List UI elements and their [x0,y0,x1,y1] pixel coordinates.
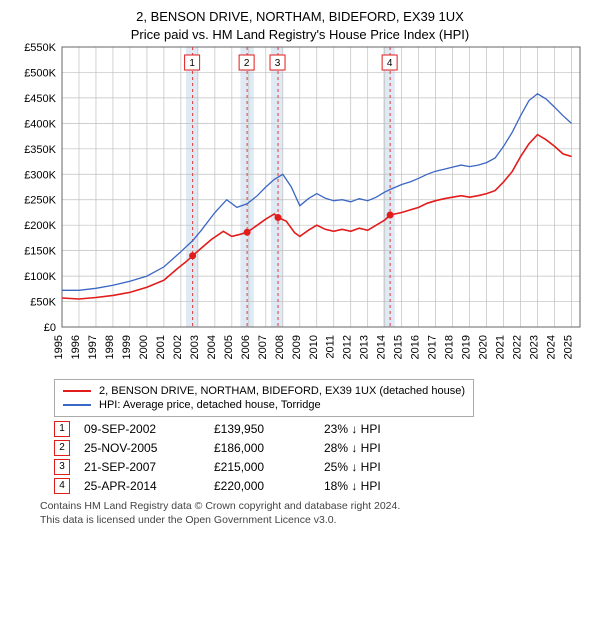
sale-delta: 28% ↓ HPI [324,441,444,455]
legend-label: HPI: Average price, detached house, Torr… [99,399,321,411]
svg-text:2024: 2024 [546,335,558,359]
sale-date: 09-SEP-2002 [84,422,214,436]
svg-text:£0: £0 [44,322,56,334]
svg-text:2: 2 [244,58,250,69]
svg-text:£400K: £400K [24,118,56,130]
svg-text:£300K: £300K [24,169,56,181]
price-chart: £0 £50K £100K £150K £200K £250K £300K £350K £400… [10,43,590,373]
svg-text:2022: 2022 [512,335,524,359]
sale-marker: 3 [54,459,70,475]
sale-marker: 4 [54,478,70,494]
svg-text:2013: 2013 [359,335,371,359]
svg-text:2025: 2025 [563,335,575,359]
svg-text:2011: 2011 [325,335,337,359]
svg-text:2018: 2018 [444,335,456,359]
svg-text:3: 3 [275,58,281,69]
sale-price: £220,000 [214,479,324,493]
svg-text:2003: 2003 [189,335,201,359]
sale-date: 21-SEP-2007 [84,460,214,474]
svg-text:2000: 2000 [138,335,150,359]
sale-delta: 25% ↓ HPI [324,460,444,474]
svg-text:2015: 2015 [393,335,405,359]
svg-text:2017: 2017 [427,335,439,359]
svg-text:2023: 2023 [529,335,541,359]
svg-text:2007: 2007 [257,335,269,359]
svg-text:1999: 1999 [121,335,133,359]
svg-text:£150K: £150K [24,246,56,258]
svg-text:4: 4 [387,58,393,69]
svg-text:£500K: £500K [24,68,56,80]
svg-text:1996: 1996 [70,335,82,359]
legend-swatch [63,404,91,406]
svg-text:£250K: £250K [24,195,56,207]
svg-text:2005: 2005 [223,335,235,359]
svg-text:2008: 2008 [274,335,286,359]
svg-text:2012: 2012 [342,335,354,359]
svg-text:2016: 2016 [410,335,422,359]
svg-text:2020: 2020 [478,335,490,359]
svg-text:£450K: £450K [24,93,56,105]
legend-item: HPI: Average price, detached house, Torr… [63,398,465,412]
svg-text:2004: 2004 [206,335,218,359]
sale-marker: 1 [54,421,70,437]
svg-text:2010: 2010 [308,335,320,359]
svg-text:£100K: £100K [24,271,56,283]
sale-price: £215,000 [214,460,324,474]
svg-text:£350K: £350K [24,144,56,156]
svg-text:2002: 2002 [172,335,184,359]
svg-text:£200K: £200K [24,220,56,232]
svg-text:1: 1 [189,58,195,69]
footer-line1: Contains HM Land Registry data © Crown c… [40,500,580,514]
svg-text:2021: 2021 [495,335,507,359]
svg-text:2001: 2001 [155,335,167,359]
sales-table: 1 09-SEP-2002£139,95023% ↓ HPI 2 25-NOV-200… [10,421,590,494]
sale-date: 25-NOV-2005 [84,441,214,455]
svg-text:1997: 1997 [87,335,99,359]
svg-text:1998: 1998 [104,335,116,359]
sale-row: 1 09-SEP-2002£139,95023% ↓ HPI [54,421,590,437]
sale-delta: 23% ↓ HPI [324,422,444,436]
sale-date: 25-APR-2014 [84,479,214,493]
svg-text:2014: 2014 [376,335,388,359]
sale-price: £186,000 [214,441,324,455]
footer-attribution: Contains HM Land Registry data © Crown c… [40,500,580,527]
sale-row: 2 25-NOV-2005£186,00028% ↓ HPI [54,440,590,456]
svg-text:£550K: £550K [24,43,56,54]
title-address: 2, BENSON DRIVE, NORTHAM, BIDEFORD, EX39… [10,8,590,26]
svg-text:1995: 1995 [53,335,65,359]
svg-text:2019: 2019 [461,335,473,359]
sale-delta: 18% ↓ HPI [324,479,444,493]
sale-price: £139,950 [214,422,324,436]
sale-row: 4 25-APR-2014£220,00018% ↓ HPI [54,478,590,494]
title-subtitle: Price paid vs. HM Land Registry's House … [10,26,590,44]
legend: 2, BENSON DRIVE, NORTHAM, BIDEFORD, EX39… [54,379,474,417]
svg-text:2009: 2009 [291,335,303,359]
legend-swatch [63,390,91,392]
sale-marker: 2 [54,440,70,456]
svg-text:2006: 2006 [240,335,252,359]
legend-label: 2, BENSON DRIVE, NORTHAM, BIDEFORD, EX39… [99,385,465,397]
footer-line2: This data is licensed under the Open Gov… [40,514,580,528]
legend-item: 2, BENSON DRIVE, NORTHAM, BIDEFORD, EX39… [63,384,465,398]
sale-row: 3 21-SEP-2007£215,00025% ↓ HPI [54,459,590,475]
svg-text:£50K: £50K [30,297,56,309]
